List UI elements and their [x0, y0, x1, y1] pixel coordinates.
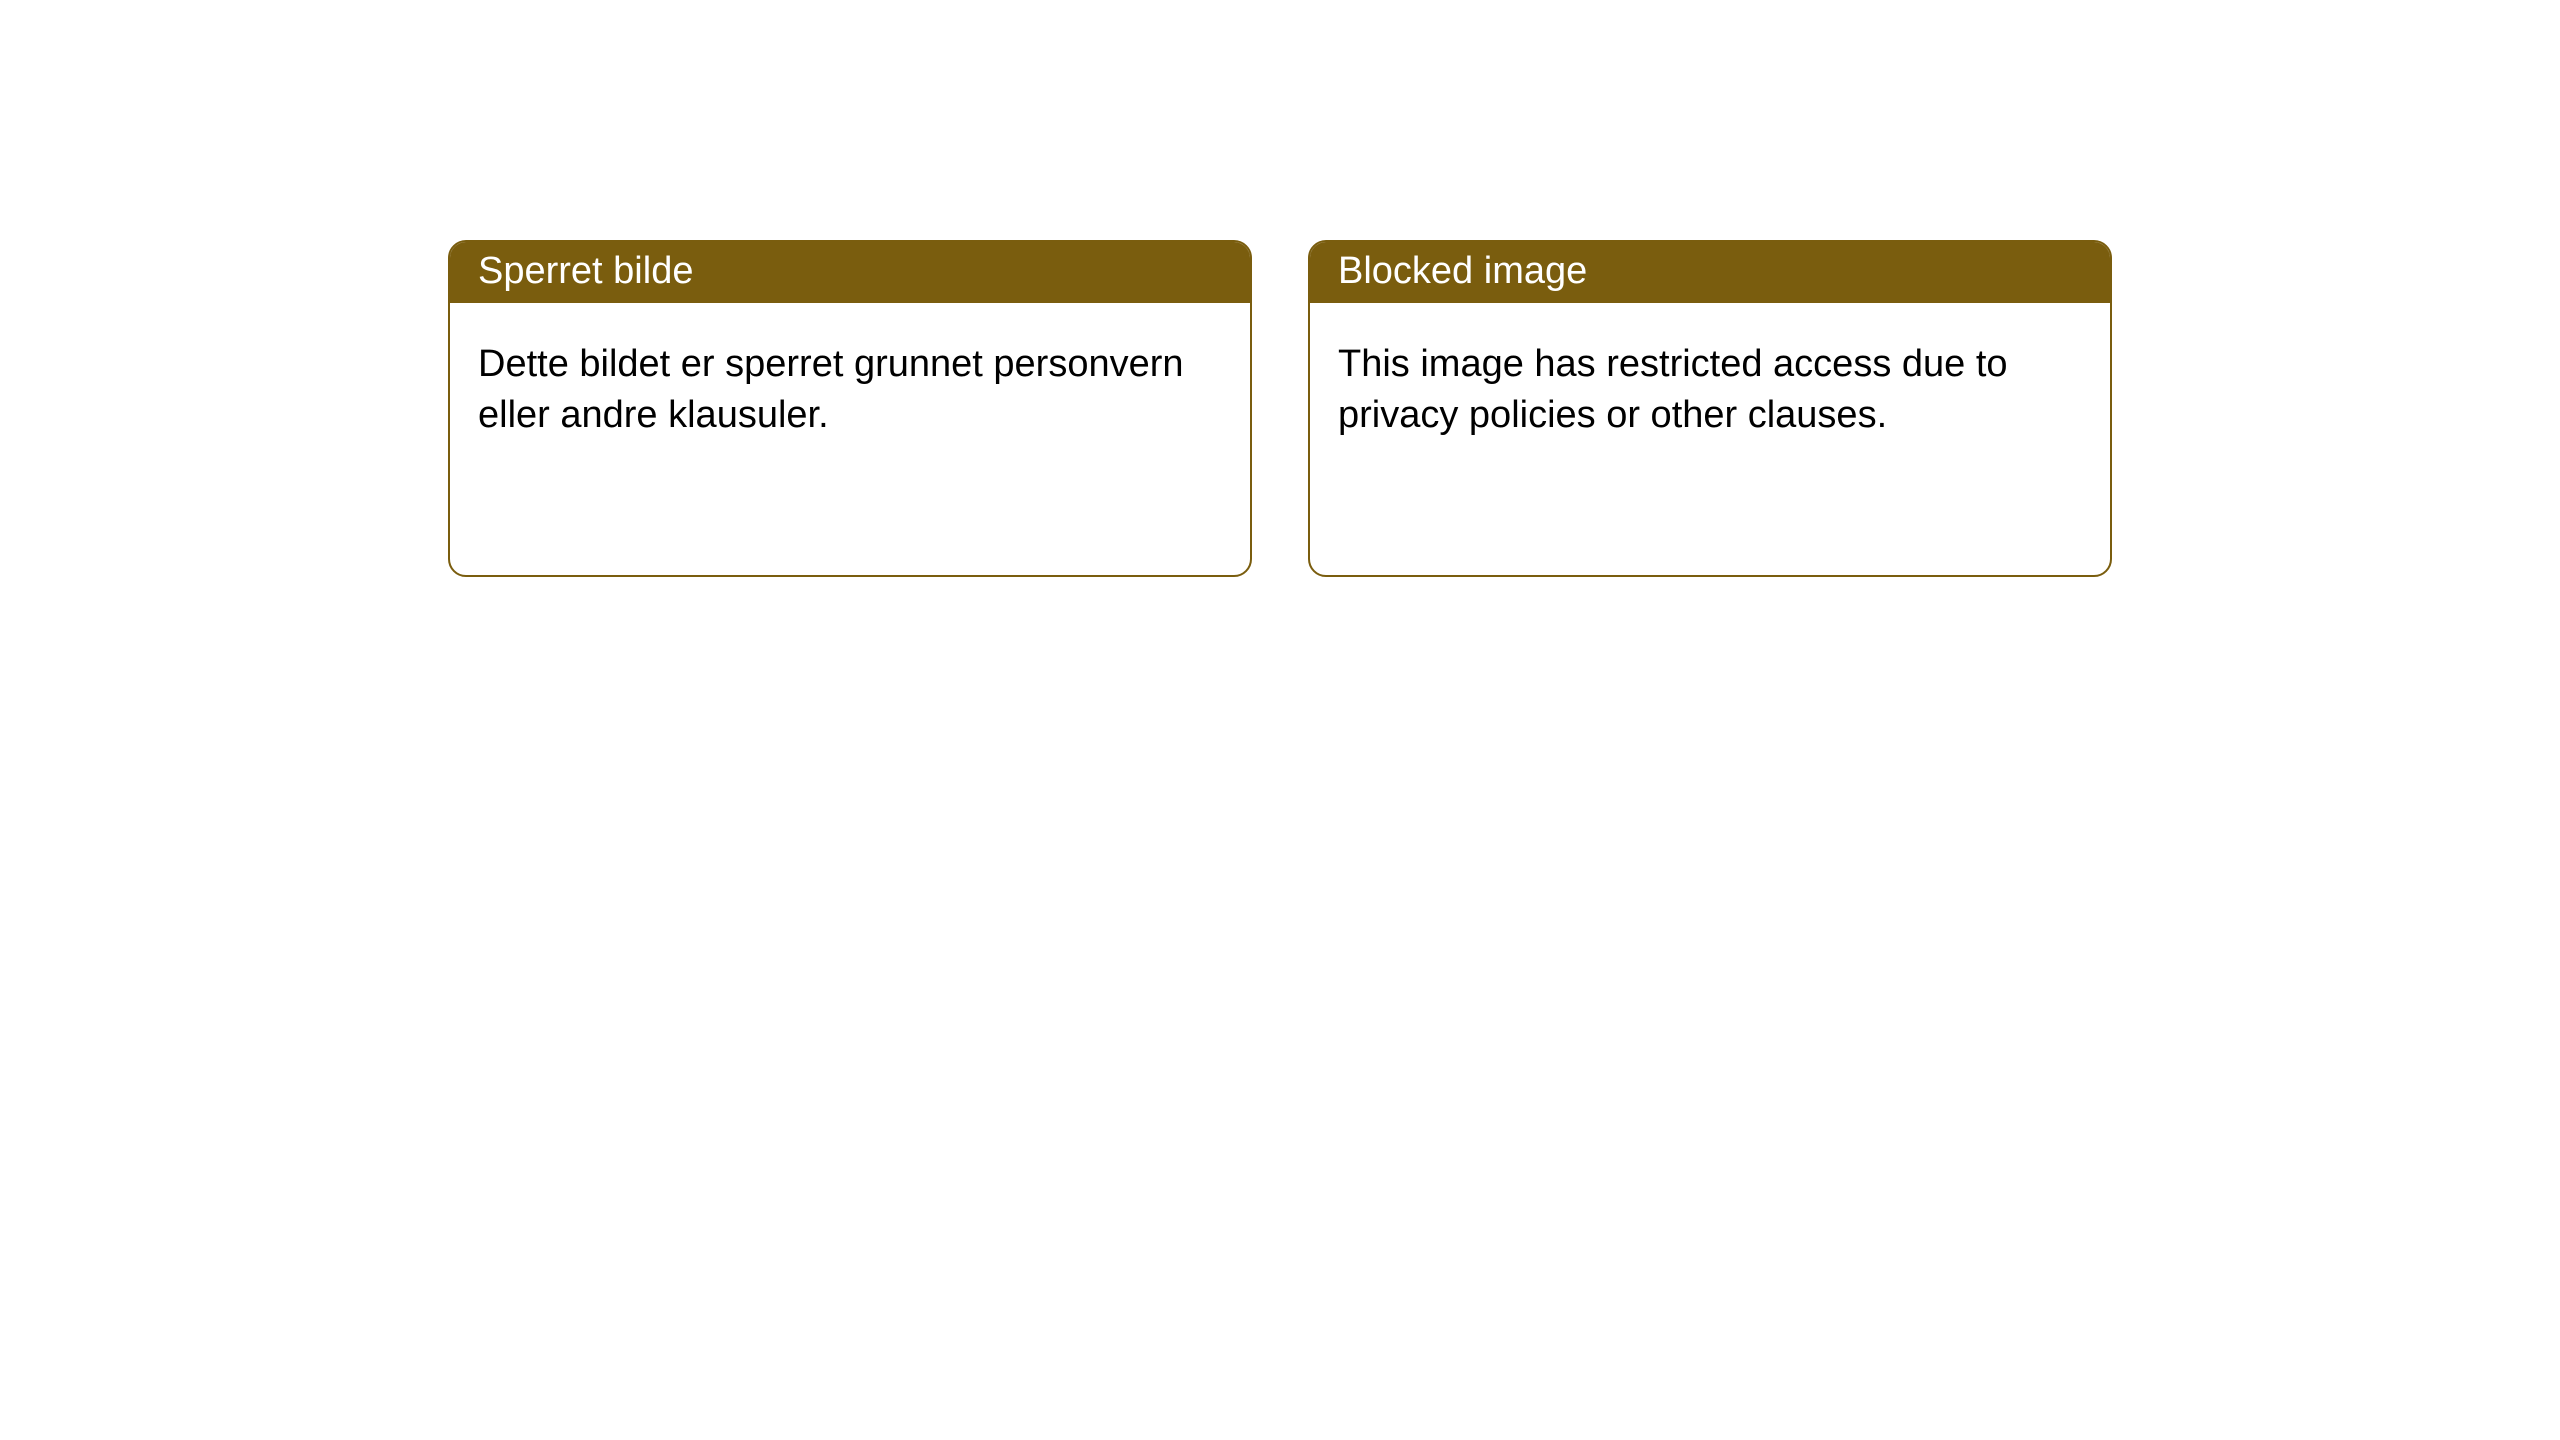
card-body: This image has restricted access due to … [1310, 303, 2110, 575]
card-title: Sperret bilde [478, 250, 693, 292]
card-header: Blocked image [1310, 242, 2110, 303]
card-body-text: This image has restricted access due to … [1338, 339, 2082, 442]
cards-container: Sperret bilde Dette bildet er sperret gr… [0, 0, 2560, 577]
card-title: Blocked image [1338, 250, 1587, 292]
blocked-image-card-no: Sperret bilde Dette bildet er sperret gr… [448, 240, 1252, 577]
card-body: Dette bildet er sperret grunnet personve… [450, 303, 1250, 575]
blocked-image-card-en: Blocked image This image has restricted … [1308, 240, 2112, 577]
card-header: Sperret bilde [450, 242, 1250, 303]
card-body-text: Dette bildet er sperret grunnet personve… [478, 339, 1222, 442]
